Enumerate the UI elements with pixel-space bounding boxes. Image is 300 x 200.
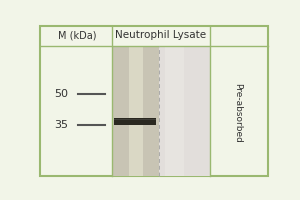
Bar (112, 46, 159, 176)
Text: 50: 50 (54, 89, 68, 99)
Bar (114, 119, 156, 120)
Text: 35: 35 (54, 120, 68, 130)
Bar (159, 46, 210, 176)
Bar (130, 46, 143, 176)
Bar (165, 46, 184, 176)
Text: Pre-absorbed: Pre-absorbed (233, 83, 242, 143)
Bar (114, 118, 156, 125)
Text: M (kDa): M (kDa) (58, 30, 96, 40)
Text: Neutrophil Lysate: Neutrophil Lysate (115, 30, 206, 40)
